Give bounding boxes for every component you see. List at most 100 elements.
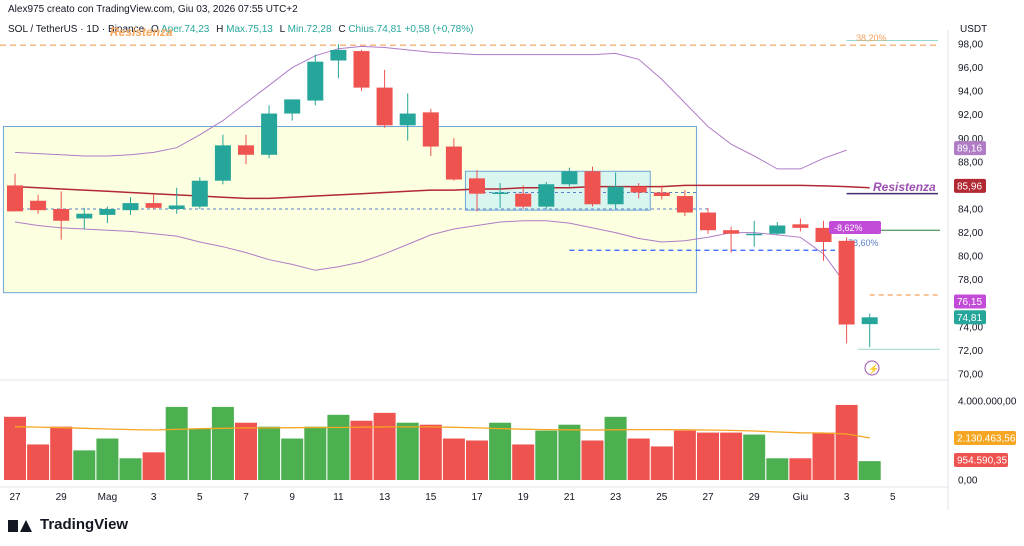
volume-bar [835,404,858,480]
volume-bar [73,450,96,480]
date-tick-label: 11 [333,492,344,503]
volume-bar [119,458,142,480]
volume-bar [258,426,281,480]
candle-body [284,99,301,114]
candle-body [330,49,347,61]
candle-body [515,193,532,207]
candle-body [422,112,439,147]
volume-bar [235,422,257,480]
volume-bar [50,426,73,480]
orange-last-tag [954,294,986,309]
bb-upper-line [14,45,847,170]
volume-bar [558,424,581,480]
date-tick-label: 9 [289,492,295,503]
candle-body [30,200,47,211]
date-tick-label: 13 [379,492,391,503]
candle-body [723,230,740,234]
price-tick-label: 82,00 [958,228,983,239]
candle-body [469,178,485,194]
date-tick-label: 17 [471,492,483,503]
volume-bar [304,426,327,480]
volume-bar [96,438,119,480]
volume-bar [650,446,673,480]
date-tick-label: 29 [56,492,68,503]
volume-bar [789,458,812,480]
volume-bar [396,422,419,480]
candle-body [607,186,624,205]
close-value: Chius.74,81 [348,24,402,35]
candle-body [445,146,462,180]
candle-body [238,145,254,155]
volume-bar [442,438,465,480]
date-tick-label: 27 [702,492,714,503]
volume-last-tag [954,453,1008,467]
candle-body [307,61,324,101]
pct-badge [829,221,881,234]
tradingview-brand[interactable]: TradingView [8,516,128,533]
date-tick-label: 25 [656,492,668,503]
date-tick-label: 15 [425,492,437,503]
date-tick-label: 19 [518,492,530,503]
candle-body [99,209,116,215]
volume-bar [466,440,488,480]
volume-bar [142,452,165,480]
candle-body [700,212,716,231]
date-tick-label: 21 [564,492,576,503]
last-price-tag-text: 74,81 [957,313,982,324]
candle-body [492,192,509,194]
candle-body [792,224,809,228]
volume-bar [604,416,627,480]
volume-bar [350,420,373,480]
volume-bar [373,412,396,480]
candle-body [561,171,578,185]
date-tick-label: 7 [243,492,249,503]
candle-body [261,113,278,155]
candle-body [53,209,70,221]
lightning-icon [864,360,880,376]
moving-average-line [14,184,870,200]
candle-body [653,192,670,197]
bb-upper-tag-text: 89,16 [957,144,982,155]
volume-bar [281,438,304,480]
ma-last-tag [954,178,986,193]
volume-bar [812,432,835,480]
lightning-glyph: ⚡ [868,363,879,375]
volume-bar [766,458,789,480]
candle-body [168,205,185,209]
date-tick-label: 23 [610,492,622,503]
resistance-top-label: Resistenza [110,25,173,39]
bb-upper-tag [954,141,986,156]
volume-bar [4,416,26,480]
candle-body [214,145,231,181]
pct-badge-text: -8,62% [834,223,863,233]
attribution-text: Alex975 creato con TradingView.com, Giu … [8,4,298,15]
candle-body [861,317,878,325]
candle-body [838,240,855,325]
price-tick-label: 80,00 [958,252,983,263]
volume-bar [211,406,234,480]
ohlc-legend: SOL / TetherUS · 1D · Binance O Aper.74,… [8,24,473,35]
candle-body [76,213,93,219]
open-label: O [150,24,159,35]
date-tick-label: 5 [197,492,203,503]
candle-body [7,185,23,212]
volume-bar [627,438,650,480]
high-value: Max.75,13 [226,24,273,35]
high-label: H [216,24,224,35]
date-tick-label: Giu [793,492,809,503]
fib-top-label: 38,20% [856,33,887,43]
symbol-name[interactable]: SOL / TetherUS · 1D · Binance [8,24,145,35]
currency-label: USDT [960,24,988,35]
candle-body [399,113,416,126]
volume-last-tag-text: 954.590,35 [957,456,1007,467]
volume-ma-tag-text: 2.130.463,56 [957,434,1016,445]
volume-bar [858,461,881,480]
volume-bar [165,406,188,480]
orange-last-tag-text: 76,15 [957,297,982,308]
candle-body [630,186,647,193]
candle-body [191,180,208,207]
candle-body [353,51,370,88]
volume-bar [188,428,211,480]
candle-body [122,203,139,211]
